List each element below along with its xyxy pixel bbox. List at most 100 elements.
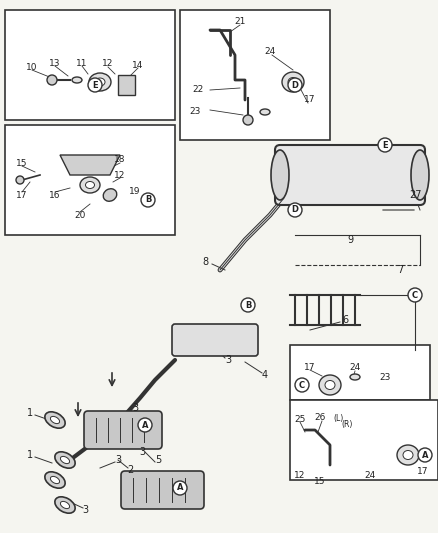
Text: B: B: [145, 196, 151, 205]
Text: 18: 18: [114, 156, 126, 165]
Text: 17: 17: [417, 467, 429, 477]
Text: 27: 27: [409, 190, 421, 200]
Circle shape: [288, 203, 302, 217]
Text: 12: 12: [102, 59, 114, 68]
FancyBboxPatch shape: [180, 10, 330, 140]
Ellipse shape: [411, 150, 429, 200]
Ellipse shape: [89, 73, 111, 91]
Text: 19: 19: [129, 188, 141, 197]
Circle shape: [288, 78, 302, 92]
Text: D: D: [292, 206, 299, 214]
Ellipse shape: [85, 182, 95, 189]
Text: 15: 15: [16, 158, 28, 167]
Text: C: C: [299, 381, 305, 390]
Text: 20: 20: [74, 211, 86, 220]
Polygon shape: [60, 155, 120, 175]
Text: 17: 17: [16, 190, 28, 199]
Ellipse shape: [319, 375, 341, 395]
Text: 24: 24: [350, 364, 360, 373]
Ellipse shape: [325, 381, 335, 390]
Text: 16: 16: [49, 190, 61, 199]
Text: E: E: [92, 80, 98, 90]
Text: 23: 23: [189, 108, 201, 117]
Ellipse shape: [50, 416, 60, 424]
Text: 21: 21: [234, 18, 246, 27]
FancyBboxPatch shape: [172, 324, 258, 356]
FancyBboxPatch shape: [5, 125, 175, 235]
Circle shape: [138, 418, 152, 432]
Text: 4: 4: [262, 370, 268, 380]
Circle shape: [88, 78, 102, 92]
Circle shape: [418, 448, 432, 462]
Text: 7: 7: [397, 265, 403, 275]
Text: E: E: [382, 141, 388, 149]
Text: (R): (R): [341, 419, 353, 429]
Text: 3: 3: [132, 403, 138, 413]
Text: B: B: [245, 301, 251, 310]
Ellipse shape: [288, 77, 298, 86]
Circle shape: [243, 115, 253, 125]
Circle shape: [378, 138, 392, 152]
Text: A: A: [177, 483, 183, 492]
Circle shape: [47, 75, 57, 85]
Ellipse shape: [103, 189, 117, 201]
Ellipse shape: [282, 72, 304, 92]
FancyBboxPatch shape: [121, 471, 204, 509]
Text: 17: 17: [304, 95, 316, 104]
Circle shape: [408, 288, 422, 302]
Text: 25: 25: [294, 416, 306, 424]
Text: 24: 24: [265, 47, 276, 56]
Text: A: A: [422, 450, 428, 459]
Text: 1: 1: [27, 408, 33, 418]
Text: (L): (L): [333, 414, 343, 423]
Text: 10: 10: [26, 63, 38, 72]
Ellipse shape: [95, 78, 105, 86]
Circle shape: [16, 176, 24, 184]
Text: 12: 12: [114, 171, 126, 180]
Text: 1: 1: [27, 450, 33, 460]
Ellipse shape: [60, 502, 70, 508]
Text: 9: 9: [347, 235, 353, 245]
FancyBboxPatch shape: [5, 10, 175, 120]
Ellipse shape: [403, 450, 413, 459]
Text: 6: 6: [342, 315, 348, 325]
Ellipse shape: [80, 177, 100, 193]
Ellipse shape: [260, 109, 270, 115]
Text: 12: 12: [294, 471, 306, 480]
Text: 15: 15: [314, 478, 326, 487]
Text: C: C: [412, 290, 418, 300]
Polygon shape: [118, 75, 135, 95]
Text: 8: 8: [202, 257, 208, 267]
Ellipse shape: [271, 150, 289, 200]
Text: 26: 26: [314, 414, 326, 423]
Text: 2: 2: [127, 465, 133, 475]
FancyBboxPatch shape: [275, 145, 425, 205]
Text: 3: 3: [139, 447, 145, 457]
Circle shape: [241, 298, 255, 312]
Ellipse shape: [50, 477, 60, 483]
Circle shape: [295, 378, 309, 392]
Text: 13: 13: [49, 59, 61, 68]
Ellipse shape: [72, 77, 82, 83]
Circle shape: [173, 481, 187, 495]
Text: 3: 3: [225, 355, 231, 365]
Ellipse shape: [45, 412, 65, 428]
Text: 24: 24: [364, 471, 376, 480]
Text: D: D: [292, 80, 299, 90]
Text: 14: 14: [132, 61, 144, 70]
Ellipse shape: [397, 445, 419, 465]
Text: A: A: [142, 421, 148, 430]
Ellipse shape: [60, 456, 70, 464]
FancyBboxPatch shape: [290, 400, 438, 480]
Text: 5: 5: [155, 455, 161, 465]
Ellipse shape: [350, 374, 360, 380]
FancyBboxPatch shape: [84, 411, 162, 449]
Text: 11: 11: [76, 59, 88, 68]
Text: 23: 23: [379, 374, 391, 383]
Ellipse shape: [45, 472, 65, 488]
Ellipse shape: [55, 497, 75, 513]
Text: 22: 22: [192, 85, 204, 94]
Circle shape: [141, 193, 155, 207]
Text: 3: 3: [82, 505, 88, 515]
Text: 17: 17: [304, 364, 316, 373]
